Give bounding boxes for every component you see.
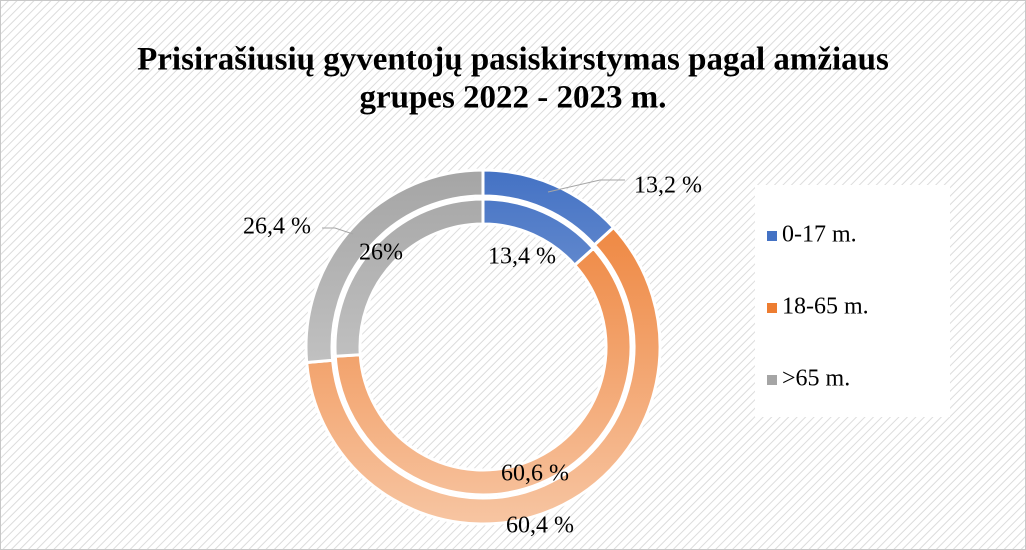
donut-segment — [305, 225, 662, 526]
data-label: 60,6 % — [501, 461, 569, 487]
legend-label: 18-65 m. — [782, 294, 869, 320]
leader-line — [547, 179, 625, 193]
data-label: 13,2 % — [634, 173, 702, 199]
data-label: 60,4 % — [506, 513, 574, 539]
legend-swatch — [767, 303, 777, 313]
chart-title: Prisirašiusių gyventojų pasiskirstymas p… — [137, 42, 889, 78]
legend-label: 0-17 m. — [782, 222, 857, 248]
chart-title: grupes 2022 - 2023 m. — [359, 80, 666, 116]
donut-segment — [333, 197, 485, 358]
data-label: 26,4 % — [243, 214, 311, 240]
legend-swatch — [767, 375, 777, 385]
legend-swatch — [767, 231, 777, 241]
data-label: 13,4 % — [488, 244, 556, 270]
leader-line — [322, 227, 354, 235]
donut-segment — [333, 246, 633, 497]
donut-segment — [304, 168, 485, 365]
legend-box — [755, 185, 950, 417]
data-label: 26% — [359, 240, 403, 266]
legend-label: >65 m. — [782, 366, 850, 392]
